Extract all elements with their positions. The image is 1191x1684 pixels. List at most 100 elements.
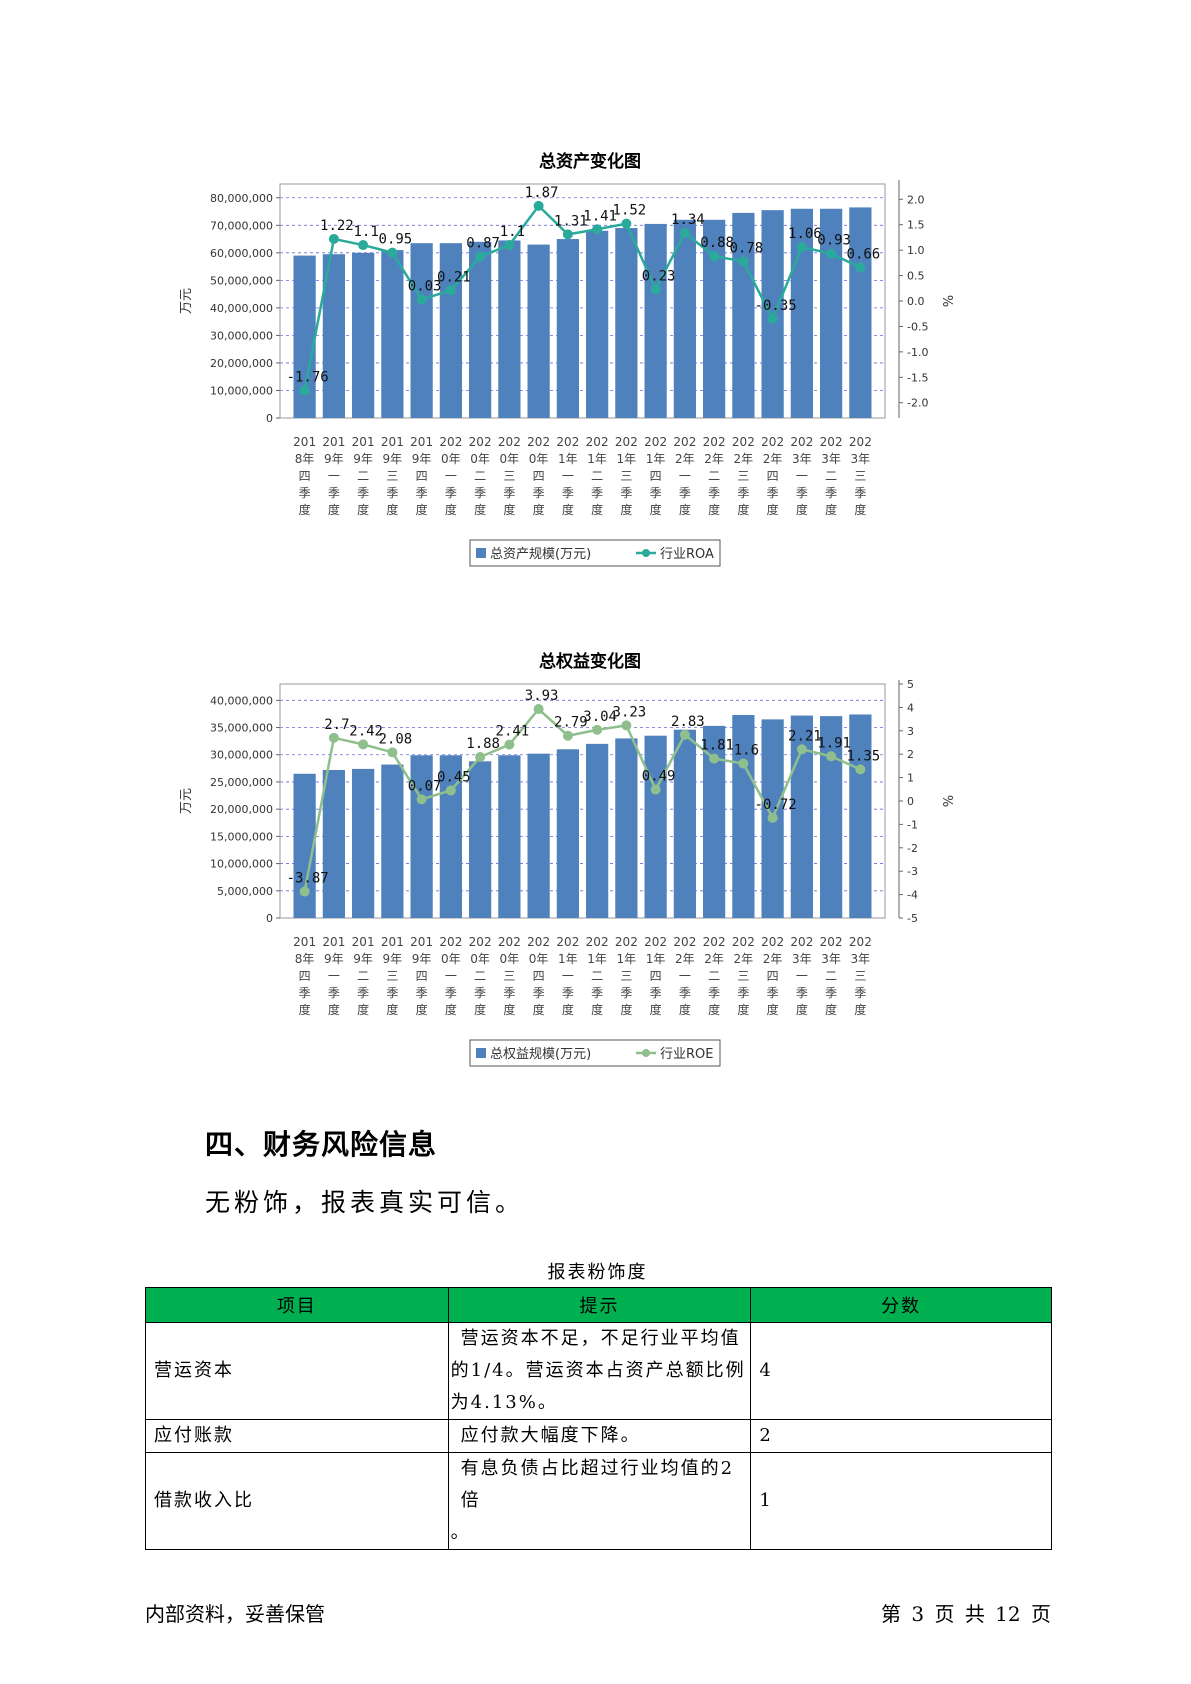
bar [586,743,609,918]
x-tick-label: 2年 [675,452,695,466]
row-hint: 营运资本不足，不足行业平均值 的1/4。营运资本占资产总额比例 为4.13%。 [447,1322,752,1420]
y2-tick-label: 0 [907,795,914,808]
y2-tick-label: -2.0 [907,397,928,410]
bar [820,716,843,918]
plot-area [279,683,886,919]
data-label: 0.78 [730,240,764,256]
x-tick-label: 度 [357,502,369,517]
x-tick-label: 0年 [500,952,520,966]
x-tick-label: 度 [503,502,515,517]
bar [556,749,579,918]
x-tick-label: 一 [562,969,574,983]
y-tick-label: 40,000,000 [210,694,273,707]
x-tick-label: 9年 [324,952,344,966]
y-tick-label: 25,000,000 [210,776,273,789]
data-label: 1.81 [700,738,734,754]
legend-bar-label: 总资产规模(万元) [490,547,591,562]
x-tick-label: 202 [439,935,462,949]
x-tick-label: 季 [474,986,486,1000]
x-tick-label: 季 [386,986,398,1000]
x-tick-label: 202 [761,435,784,449]
x-tick-label: 季 [825,486,837,500]
y-tick-label: 70,000,000 [210,219,273,232]
x-tick-label: 3年 [792,952,812,966]
x-tick-label: 一 [679,469,691,483]
bar [732,212,755,418]
y-tick-label: 0 [266,412,273,425]
data-label: 1.41 [583,208,617,224]
x-tick-label: 二 [591,469,603,483]
x-tick-label: 季 [854,986,866,1000]
y2-tick-label: 0.0 [907,295,925,308]
line-point [299,385,310,396]
x-tick-label: 四 [533,469,545,483]
row-item: 借款收入比 [145,1452,449,1550]
line-point [738,256,749,267]
x-tick-label: 二 [474,469,486,483]
x-tick-label: 度 [679,1002,691,1017]
hint-line: 为4.13%。 [450,1392,558,1413]
x-tick-label: 9年 [383,452,403,466]
x-tick-label: 四 [533,969,545,983]
x-tick-label: 度 [416,502,428,517]
table-row: 营运资本 营运资本不足，不足行业平均值 的1/4。营运资本占资产总额比例 为4.… [145,1322,1052,1420]
line-point [387,247,398,258]
risk-table: 项目 提示 分数 营运资本 营运资本不足，不足行业平均值 的1/4。营运资本占资… [145,1287,1052,1550]
bar [322,254,345,418]
data-label: 1.91 [817,735,851,751]
total-assets-chart: 总资产变化图 0 10,000,000 20,000,000 30,000,000 40… [180,140,1000,580]
x-tick-label: 9年 [324,452,344,466]
x-tick-label: 2年 [734,452,754,466]
x-tick-label: 一 [562,469,574,483]
data-label: 3.04 [583,709,617,725]
bar [439,243,462,418]
x-tick-label: 季 [328,486,340,500]
line-point [387,747,398,758]
x-tick-label: 202 [849,935,872,949]
line-point [709,251,720,262]
x-tick-label: 202 [761,935,784,949]
x-tick-label: 202 [820,435,843,449]
x-tick-label: 202 [439,435,462,449]
data-label: 0.95 [379,232,413,248]
section-text: 无粉饰，报表真实可信。 [205,1188,525,1217]
line-point [504,240,515,251]
x-tick-label: 度 [591,502,603,517]
line-point [855,262,866,273]
line-point [533,704,544,715]
y2-tick-label: 2.0 [907,193,925,206]
x-tick-label: 一 [796,969,808,983]
x-tick-label: 三 [503,469,515,483]
x-tick-label: 度 [825,1002,837,1017]
x-tick-label: 一 [445,469,457,483]
line-point [855,764,866,775]
x-tick-label: 202 [673,935,696,949]
x-tick-label: 2年 [675,952,695,966]
line-point [679,227,690,238]
x-tick-label: 1年 [587,952,607,966]
x-tick-label: 二 [357,469,369,483]
x-tick-label: 三 [854,469,866,483]
legend-line-label: 行业ROA [660,547,714,562]
data-label: 2.7 [324,717,349,733]
data-label: 1.6 [734,743,759,759]
x-tick-label: 0年 [529,452,549,466]
bar [615,738,638,918]
x-tick-label: 季 [679,486,691,500]
bar [644,223,667,418]
x-tick-label: 202 [673,435,696,449]
data-label: -1.76 [287,370,329,386]
bar [352,768,375,918]
table-header-row: 项目 提示 分数 [145,1287,1052,1323]
y2-tick-label: -1.5 [907,371,928,384]
y2-tick-label: -1.0 [907,346,928,359]
x-tick-label: 度 [796,502,808,517]
x-tick-label: 三 [503,969,515,983]
legend-bar-label: 总权益规模(万元) [490,1046,591,1062]
x-tick-label: 度 [416,1002,428,1017]
x-tick-label: 1年 [558,452,578,466]
line-point [592,224,603,235]
line-point [796,744,807,755]
x-tick-label: 季 [357,986,369,1000]
x-tick-label: 2年 [704,452,724,466]
